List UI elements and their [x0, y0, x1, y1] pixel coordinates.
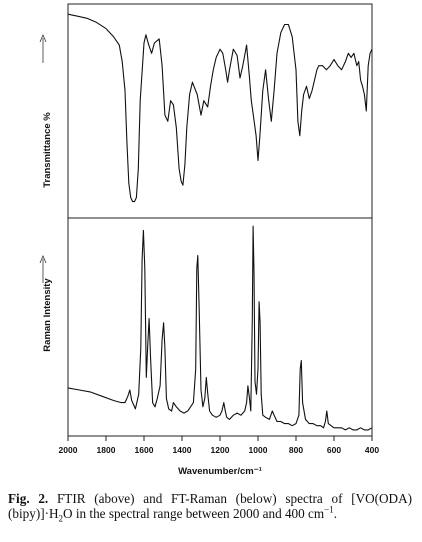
caption-text-a: FTIR (above) and FT-Raman (below) spectr…	[8, 491, 412, 521]
x-tick-label: 1600	[135, 445, 154, 455]
caption-label: Fig. 2.	[8, 491, 49, 506]
raman-ylabel: Raman Intensity	[42, 278, 53, 352]
raman-ylabel-group: Raman Intensity	[39, 254, 53, 352]
raman-spectrum-line	[67, 225, 373, 431]
x-axis-label: Wavenumber/cm⁻¹	[178, 466, 262, 477]
caption-superscript: −1	[324, 504, 334, 515]
ftir-spectrum-line	[67, 13, 373, 203]
raman-panel: Raman Intensity 2000 1800 1600 1400 1200 1000…	[39, 217, 379, 477]
ftir-ylabel-group: Transmittance %	[39, 33, 53, 188]
ftir-y-arrow-icon	[39, 33, 47, 43]
ftir-ylabel: Transmittance %	[42, 112, 53, 188]
ftir-panel: Transmittance %	[39, 3, 373, 219]
raman-plot-frame	[67, 217, 373, 437]
x-tick-label: 2000	[59, 445, 78, 455]
x-tick-label: 400	[365, 445, 379, 455]
caption-text-end: .	[333, 506, 338, 521]
x-tick-label: 1400	[173, 445, 192, 455]
x-tick-label: 1200	[211, 445, 230, 455]
caption-text-b: O in the spectral range between 2000 and…	[63, 506, 325, 521]
figure-caption: Fig. 2. FTIR (above) and FT-Raman (below…	[8, 491, 412, 524]
x-tick-label: 800	[289, 445, 303, 455]
x-tick-label: 1000	[249, 445, 268, 455]
x-tick-label: 1800	[97, 445, 116, 455]
caption-subscript: 2	[58, 513, 64, 524]
x-axis-ticks: 2000 1800 1600 1400 1200 1000 800 600 400	[59, 436, 379, 455]
x-tick-label: 600	[327, 445, 341, 455]
raman-y-arrow-icon	[39, 254, 47, 264]
